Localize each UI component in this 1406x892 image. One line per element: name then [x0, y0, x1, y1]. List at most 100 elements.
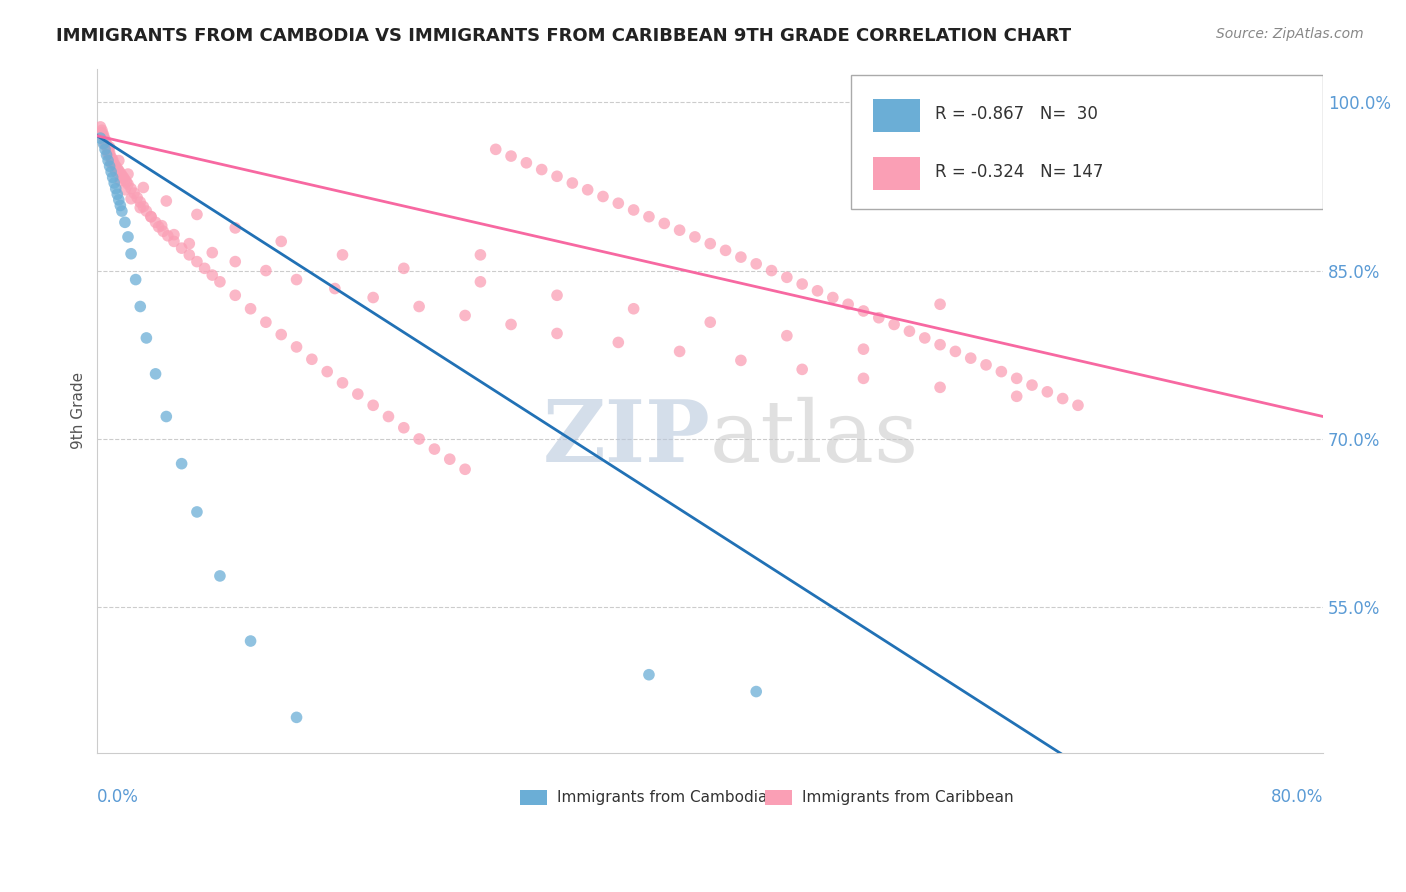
Point: [201, 268, 224, 282]
Point: [576, 183, 599, 197]
Point: [117, 177, 139, 191]
Point: [104, 165, 127, 179]
Point: [117, 230, 139, 244]
Point: [929, 297, 952, 311]
Point: [89, 120, 111, 134]
Text: Immigrants from Cambodia: Immigrants from Cambodia: [557, 789, 768, 805]
Point: [98, 145, 121, 160]
Point: [104, 181, 127, 195]
Point: [852, 304, 875, 318]
Point: [332, 376, 354, 390]
Point: [929, 337, 952, 351]
Point: [100, 165, 122, 179]
Point: [776, 270, 799, 285]
Point: [148, 219, 170, 234]
Point: [152, 224, 174, 238]
Point: [561, 176, 583, 190]
Text: R = -0.324   N= 147: R = -0.324 N= 147: [935, 163, 1102, 181]
Point: [470, 248, 492, 262]
Point: [94, 135, 117, 149]
Point: [408, 432, 430, 446]
Point: [186, 207, 208, 221]
Point: [103, 157, 125, 171]
Point: [792, 277, 814, 291]
Point: [97, 153, 120, 168]
Bar: [873, 99, 920, 132]
Point: [145, 215, 167, 229]
Point: [730, 353, 752, 368]
Point: [1036, 384, 1059, 399]
Point: [93, 136, 115, 151]
Point: [89, 131, 111, 145]
Text: Immigrants from Caribbean: Immigrants from Caribbean: [803, 789, 1014, 805]
Point: [837, 297, 859, 311]
Point: [96, 148, 118, 162]
Point: [91, 123, 114, 137]
Point: [745, 684, 768, 698]
Text: IMMIGRANTS FROM CAMBODIA VS IMMIGRANTS FROM CARIBBEAN 9TH GRADE CORRELATION CHAR: IMMIGRANTS FROM CAMBODIA VS IMMIGRANTS F…: [56, 27, 1071, 45]
Point: [806, 284, 828, 298]
Point: [112, 170, 135, 185]
Point: [97, 141, 120, 155]
Point: [100, 150, 122, 164]
Point: [179, 248, 201, 262]
Point: [270, 327, 292, 342]
Point: [652, 216, 675, 230]
Point: [103, 176, 125, 190]
Point: [97, 144, 120, 158]
Point: [122, 186, 145, 201]
Point: [852, 342, 875, 356]
Point: [194, 261, 217, 276]
Point: [546, 288, 568, 302]
Point: [239, 634, 262, 648]
Point: [974, 358, 997, 372]
Point: [135, 204, 157, 219]
Point: [155, 194, 177, 208]
Point: [546, 169, 568, 184]
Bar: [520, 789, 547, 805]
Point: [110, 166, 132, 180]
Point: [332, 771, 354, 785]
Point: [115, 175, 138, 189]
Point: [107, 193, 129, 207]
Point: [730, 250, 752, 264]
Point: [117, 167, 139, 181]
Point: [270, 235, 292, 249]
Point: [546, 326, 568, 341]
Point: [98, 159, 121, 173]
Point: [114, 172, 136, 186]
Point: [94, 137, 117, 152]
Point: [1052, 392, 1074, 406]
Point: [914, 331, 936, 345]
Point: [499, 149, 522, 163]
Point: [285, 272, 308, 286]
Point: [454, 462, 477, 476]
Point: [761, 263, 783, 277]
Point: [423, 442, 446, 456]
Point: [607, 196, 630, 211]
Point: [139, 210, 162, 224]
Point: [186, 254, 208, 268]
Point: [683, 230, 706, 244]
Point: [145, 367, 167, 381]
Point: [163, 235, 186, 249]
Point: [1067, 398, 1090, 412]
Point: [668, 223, 690, 237]
Point: [208, 569, 231, 583]
Point: [110, 174, 132, 188]
Point: [155, 409, 177, 424]
Point: [127, 191, 149, 205]
Point: [224, 221, 246, 235]
Point: [105, 187, 128, 202]
Point: [959, 351, 981, 366]
Point: [101, 154, 124, 169]
Point: [208, 275, 231, 289]
Point: [392, 421, 415, 435]
Point: [668, 344, 690, 359]
Point: [592, 189, 614, 203]
Point: [1005, 371, 1028, 385]
Point: [1021, 378, 1043, 392]
Point: [638, 210, 661, 224]
Point: [285, 340, 308, 354]
Point: [224, 254, 246, 268]
